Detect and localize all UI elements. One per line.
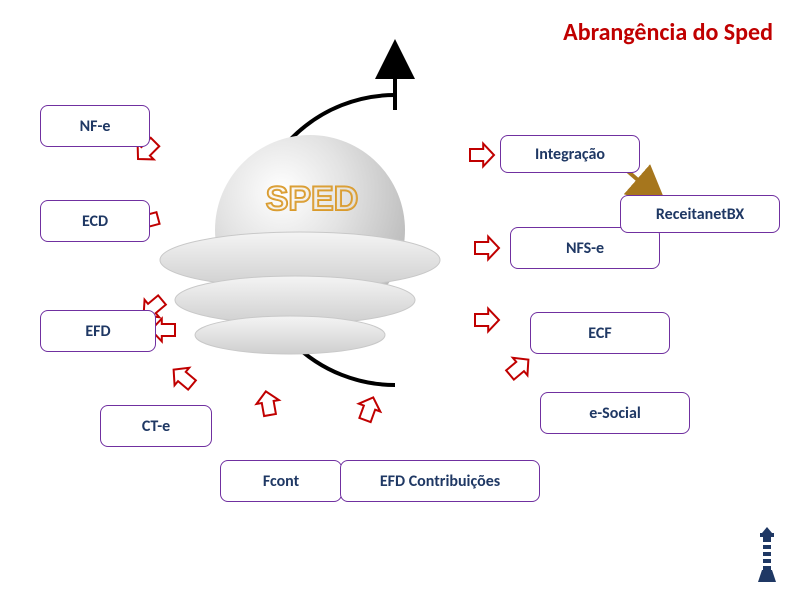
red-arrow-7 (503, 351, 536, 384)
node-receitanet: ReceitanetBX (620, 195, 780, 233)
node-ecf: ECF (530, 312, 670, 354)
node-fcont: Fcont (220, 460, 342, 502)
red-arrow-8 (475, 309, 499, 332)
lighthouse-icon (757, 527, 777, 582)
sped-sphere (215, 135, 405, 325)
red-arrow-10 (470, 144, 494, 167)
node-integracao: Integração (500, 135, 640, 173)
sped-logo-text: SPED (266, 180, 359, 218)
node-nfse: NFS-e (510, 227, 660, 269)
sped-ring-3 (195, 316, 385, 354)
red-arrow-6 (354, 394, 384, 424)
node-esocial: e-Social (540, 392, 690, 434)
red-arrow-9 (475, 237, 499, 260)
red-arrow-4 (166, 361, 199, 394)
center-arc (250, 95, 395, 385)
sped-logo-text-fill: SPED (266, 180, 359, 218)
node-nfe: NF-e (40, 105, 150, 147)
red-arrows-group (130, 134, 536, 424)
diagram-canvas: SPED SPED (0, 0, 799, 600)
red-arrow-5 (255, 389, 282, 417)
node-cte: CT-e (100, 405, 212, 447)
node-efd: EFD (40, 310, 156, 352)
sped-ring-1 (160, 232, 440, 288)
sped-ring-2 (175, 276, 415, 324)
page-title: Abrangência do Sped (563, 18, 773, 47)
node-ecd: ECD (40, 200, 150, 242)
node-efdcontrib: EFD Contribuições (340, 460, 540, 502)
